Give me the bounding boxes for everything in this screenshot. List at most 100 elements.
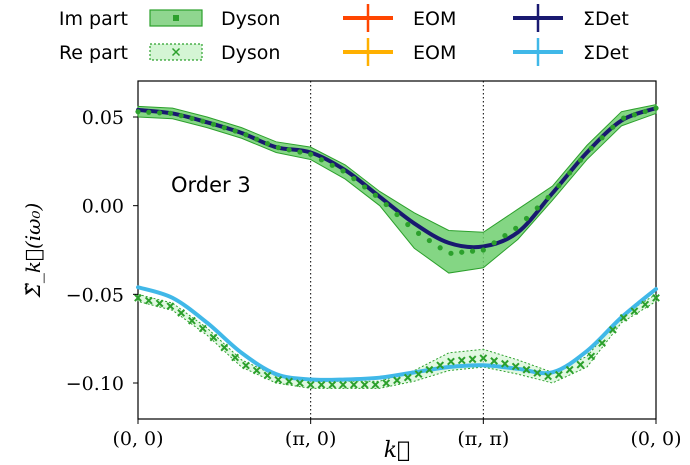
dyson-re-marker — [533, 369, 542, 377]
dyson-im-marker — [523, 215, 530, 222]
y-tick-label: 0.05 — [82, 107, 124, 129]
dyson-re-marker-stroke — [285, 377, 293, 386]
dyson-im-marker — [491, 240, 497, 246]
dyson-re-marker — [144, 296, 153, 305]
dyson-re-marker-stroke — [263, 371, 272, 380]
dyson-re-marker-stroke — [414, 370, 423, 379]
dyson-im-marker — [448, 250, 454, 256]
dyson-re-marker-stroke — [134, 293, 142, 302]
dyson-band-im — [137, 103, 657, 274]
sigmadet-line-re — [136, 285, 658, 382]
y-tick-label: 0.00 — [82, 196, 124, 218]
dyson-re-marker — [328, 380, 337, 389]
dyson-re-marker-stroke — [511, 362, 520, 371]
dyson-re-marker-stroke — [447, 357, 455, 366]
dyson-re-marker — [220, 343, 229, 352]
dyson-re-marker — [608, 325, 617, 334]
dyson-re-marker — [511, 362, 520, 371]
dyson-re-marker-stroke — [349, 380, 358, 389]
dyson-im-marker — [221, 125, 227, 131]
dyson-bands — [137, 103, 657, 389]
dyson-im-marker — [567, 170, 573, 176]
dyson-re-marker — [490, 357, 499, 365]
dyson-re-marker-stroke — [608, 325, 617, 334]
dyson-re-marker-stroke — [371, 380, 380, 389]
dyson-im-marker — [264, 141, 271, 147]
dyson-re-marker — [587, 352, 596, 361]
dyson-re-marker — [274, 375, 283, 384]
dyson-re-marker-stroke — [155, 299, 164, 308]
dyson-im-marker — [351, 176, 357, 182]
legend-entry-label: EOM — [413, 42, 456, 64]
dyson-re-marker-stroke — [587, 352, 596, 361]
dyson-re-marker — [209, 333, 218, 342]
dyson-re-marker-stroke — [231, 353, 240, 362]
dyson-re-marker-stroke — [544, 372, 552, 381]
dyson-re-marker — [285, 377, 293, 386]
dyson-re-marker-stroke — [209, 333, 218, 342]
dyson-re-marker — [360, 380, 369, 389]
dyson-im-marker — [275, 144, 281, 151]
dyson-re-marker-stroke — [393, 376, 401, 385]
dyson-re-marker — [263, 371, 272, 380]
dyson-im-marker — [200, 118, 206, 124]
dyson-re-marker — [652, 293, 660, 302]
dyson-re-marker-stroke — [360, 380, 369, 389]
legend-entry-label: ΣDet — [583, 42, 629, 64]
dyson-re-marker-stroke — [501, 359, 509, 368]
dyson-im-marker — [631, 112, 638, 118]
dyson-re-marker — [479, 354, 488, 363]
dyson-re-marker — [134, 293, 142, 302]
dyson-im-marker — [189, 115, 195, 122]
dyson-im-marker — [297, 149, 303, 155]
dyson-im-marker — [135, 109, 141, 115]
order-annotation: Order 3 — [171, 173, 251, 197]
dyson-re-marker-stroke — [166, 302, 175, 311]
dyson-re-marker — [501, 359, 509, 368]
dyson-re-marker — [565, 365, 574, 374]
legend-entry-label: Dyson — [221, 8, 280, 30]
dyson-re-marker — [554, 370, 563, 379]
dyson-re-marker-stroke — [576, 360, 585, 369]
dyson-im-marker — [642, 108, 648, 115]
dyson-re-marker-stroke — [619, 313, 628, 322]
dyson-markers — [134, 105, 660, 389]
dyson-im-marker — [610, 124, 616, 130]
dyson-re-marker — [242, 361, 250, 370]
x-tick-label: (π, 0) — [285, 428, 336, 450]
dyson-im-marker — [556, 183, 562, 189]
dyson-im-marker — [577, 157, 584, 163]
dyson-re-marker — [382, 379, 391, 388]
dyson-im-marker — [459, 249, 465, 255]
legend: Im part Re part Dyson EOM ΣDet Dyson EOM ΣDet — [59, 4, 629, 66]
dyson-re-marker-stroke — [652, 293, 660, 302]
dyson-re-marker-stroke — [403, 373, 412, 382]
legend-entry-label: EOM — [413, 8, 456, 30]
plot-frame — [137, 80, 657, 420]
y-tick-label: −0.05 — [66, 284, 124, 306]
dyson-re-marker-stroke — [177, 309, 186, 317]
dyson-im-marker — [232, 128, 238, 134]
dyson-re-marker — [619, 313, 628, 322]
dyson-re-marker — [177, 309, 186, 317]
dyson-im-marker — [545, 194, 551, 201]
dyson-im-marker — [437, 245, 443, 251]
legend-entry-label: ΣDet — [583, 8, 629, 30]
dyson-re-marker-stroke — [295, 379, 304, 388]
dyson-im-marker — [243, 132, 249, 138]
dyson-im-marker — [383, 201, 389, 208]
dyson-re-marker-stroke — [220, 343, 229, 352]
dyson-re-marker-stroke — [457, 356, 466, 365]
dyson-re-marker-stroke — [339, 380, 347, 389]
dyson-re-marker-stroke — [425, 365, 434, 374]
dyson-im-marker — [394, 211, 400, 218]
dyson-im-marker — [588, 145, 594, 151]
dyson-re-marker — [457, 356, 466, 365]
y-axis-label: Σ̃_k⃗(iω₀) — [21, 203, 45, 299]
dyson-re-marker-stroke — [598, 339, 606, 348]
dyson-im-marker — [534, 205, 540, 211]
dyson-im-marker — [480, 247, 486, 253]
dyson-re-marker-stroke — [565, 365, 574, 374]
dyson-im-marker — [308, 151, 314, 157]
dyson-re-marker-stroke — [382, 379, 391, 388]
